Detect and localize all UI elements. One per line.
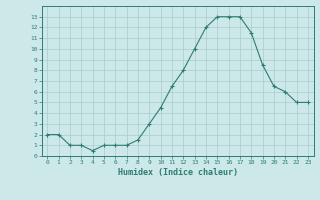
X-axis label: Humidex (Indice chaleur): Humidex (Indice chaleur) [118, 168, 237, 177]
